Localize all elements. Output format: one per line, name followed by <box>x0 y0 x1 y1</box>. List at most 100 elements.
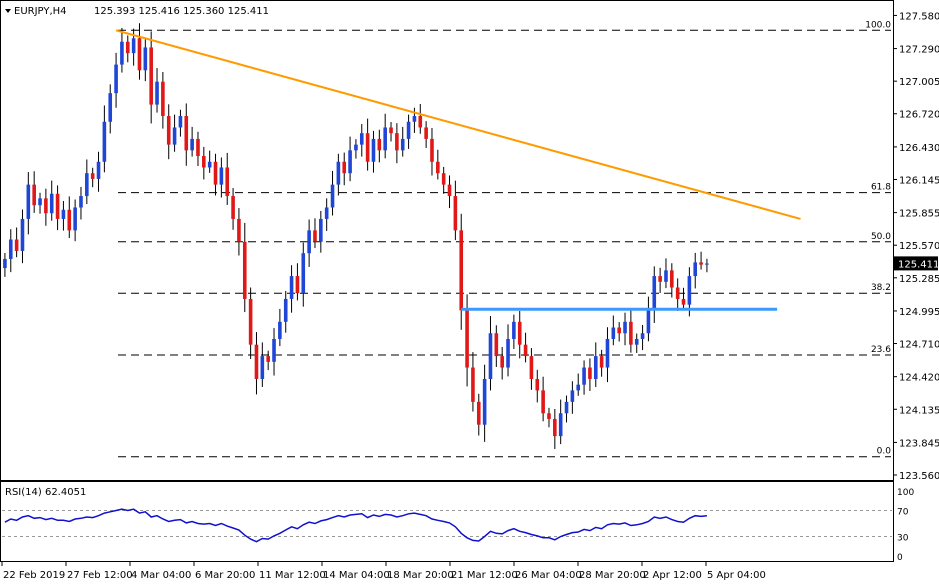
price-axis: 127.580 127.290 127.005 126.720 126.430 126.1… <box>893 11 939 482</box>
candle-body <box>658 276 662 282</box>
price-tick-label: 125.285 <box>899 274 939 285</box>
time-tick-label: 2 Apr 12:00 <box>643 570 702 581</box>
candle-body <box>629 321 633 345</box>
candle-body <box>406 121 411 139</box>
candle-body <box>207 161 212 168</box>
candle-body <box>424 127 428 139</box>
price-tick-label: 127.580 <box>899 11 939 22</box>
candle-body <box>588 367 592 379</box>
candle-body <box>605 338 610 368</box>
candle-body <box>348 150 352 174</box>
price-tick-label: 127.290 <box>899 45 939 56</box>
candle-body <box>670 270 674 288</box>
candle-body <box>324 207 329 219</box>
candle-body <box>278 321 282 339</box>
candle-body <box>529 356 534 379</box>
candle-body <box>85 173 89 197</box>
candle-body <box>114 64 118 94</box>
candle-body <box>143 47 148 71</box>
candle-body <box>313 230 317 242</box>
candle-body <box>90 173 95 179</box>
rsi-panel-frame <box>0 481 894 562</box>
fib-level-label: 23.6 <box>871 345 891 355</box>
candle-body <box>687 276 692 305</box>
price-tick-label: 125.855 <box>899 209 939 220</box>
candle-body <box>400 138 405 151</box>
rsi-panel: 100 70 30 0 <box>2 488 914 563</box>
dropdown-triangle-icon[interactable] <box>5 9 11 13</box>
candle-body <box>125 41 130 54</box>
candle-body <box>231 196 235 219</box>
price-tick-label: 124.420 <box>899 373 939 384</box>
candle-body <box>471 367 475 402</box>
candle-body <box>330 184 335 208</box>
candle-body <box>26 184 31 219</box>
candle-body <box>272 338 276 362</box>
candle-body <box>523 344 528 357</box>
candle-body <box>599 356 604 368</box>
candle-body <box>365 133 370 162</box>
candle-body <box>55 193 60 219</box>
candle-body <box>512 321 516 339</box>
candle-body <box>634 338 639 345</box>
candle-body <box>564 401 569 414</box>
time-tick-label: 21 Mar 12:00 <box>451 570 518 581</box>
candle-body <box>44 198 48 214</box>
candle-body <box>237 218 241 242</box>
candle-body <box>61 209 66 219</box>
candle-body <box>336 161 341 185</box>
time-tick-label: 6 Mar 20:00 <box>195 570 255 581</box>
candle-body <box>73 207 77 231</box>
candle-body <box>32 184 36 206</box>
candle-body <box>108 93 113 122</box>
candle-body <box>547 413 551 419</box>
time-tick-label: 26 Mar 04:00 <box>515 570 582 581</box>
candle-body <box>301 253 306 294</box>
price-tick-label: 123.560 <box>899 471 939 482</box>
candle-body <box>342 161 347 174</box>
fib-level-label: 38.2 <box>871 283 891 293</box>
candle-body <box>96 161 101 179</box>
candle-body <box>488 333 493 379</box>
price-tick-label: 125.570 <box>899 241 939 252</box>
fib-level-label: 50.0 <box>871 232 891 242</box>
drawn-lines <box>115 29 801 311</box>
price-tick-label: 127.005 <box>899 77 939 88</box>
price-tick-label: 126.145 <box>899 175 939 186</box>
candle-body <box>3 258 7 269</box>
candle-body <box>184 116 189 151</box>
candle-body <box>67 209 72 231</box>
candle-body <box>459 230 464 311</box>
candle-body <box>652 276 657 311</box>
candle-body <box>196 138 200 157</box>
candle-body <box>242 241 247 299</box>
candle-body <box>465 310 469 368</box>
candle-body <box>307 230 311 254</box>
candle-body <box>377 138 382 151</box>
candle-body <box>289 276 294 299</box>
candle-body <box>623 321 627 334</box>
candle-body <box>664 270 668 282</box>
candle-body <box>295 276 300 294</box>
resistance-trendline <box>115 29 801 220</box>
candle-body <box>166 116 171 145</box>
candle-body <box>8 239 13 259</box>
candle-body <box>248 298 253 345</box>
candle-body <box>500 356 504 368</box>
candle-body <box>482 378 487 425</box>
candle-body <box>172 127 177 145</box>
candle-body <box>506 338 510 368</box>
symbol-label: EURJPY,H4 <box>14 6 67 17</box>
candle-body <box>646 310 651 334</box>
candle-body <box>283 298 288 322</box>
candle-body <box>383 127 387 151</box>
candle-body <box>225 167 230 197</box>
rsi-series-line <box>4 508 707 543</box>
time-tick-label: 5 Apr 04:00 <box>707 570 766 581</box>
time-tick-label: 18 Mar 20:00 <box>387 570 454 581</box>
rsi-tick-label: 100 <box>897 488 914 498</box>
candle-body <box>430 138 434 162</box>
last-price-badge <box>894 256 938 271</box>
